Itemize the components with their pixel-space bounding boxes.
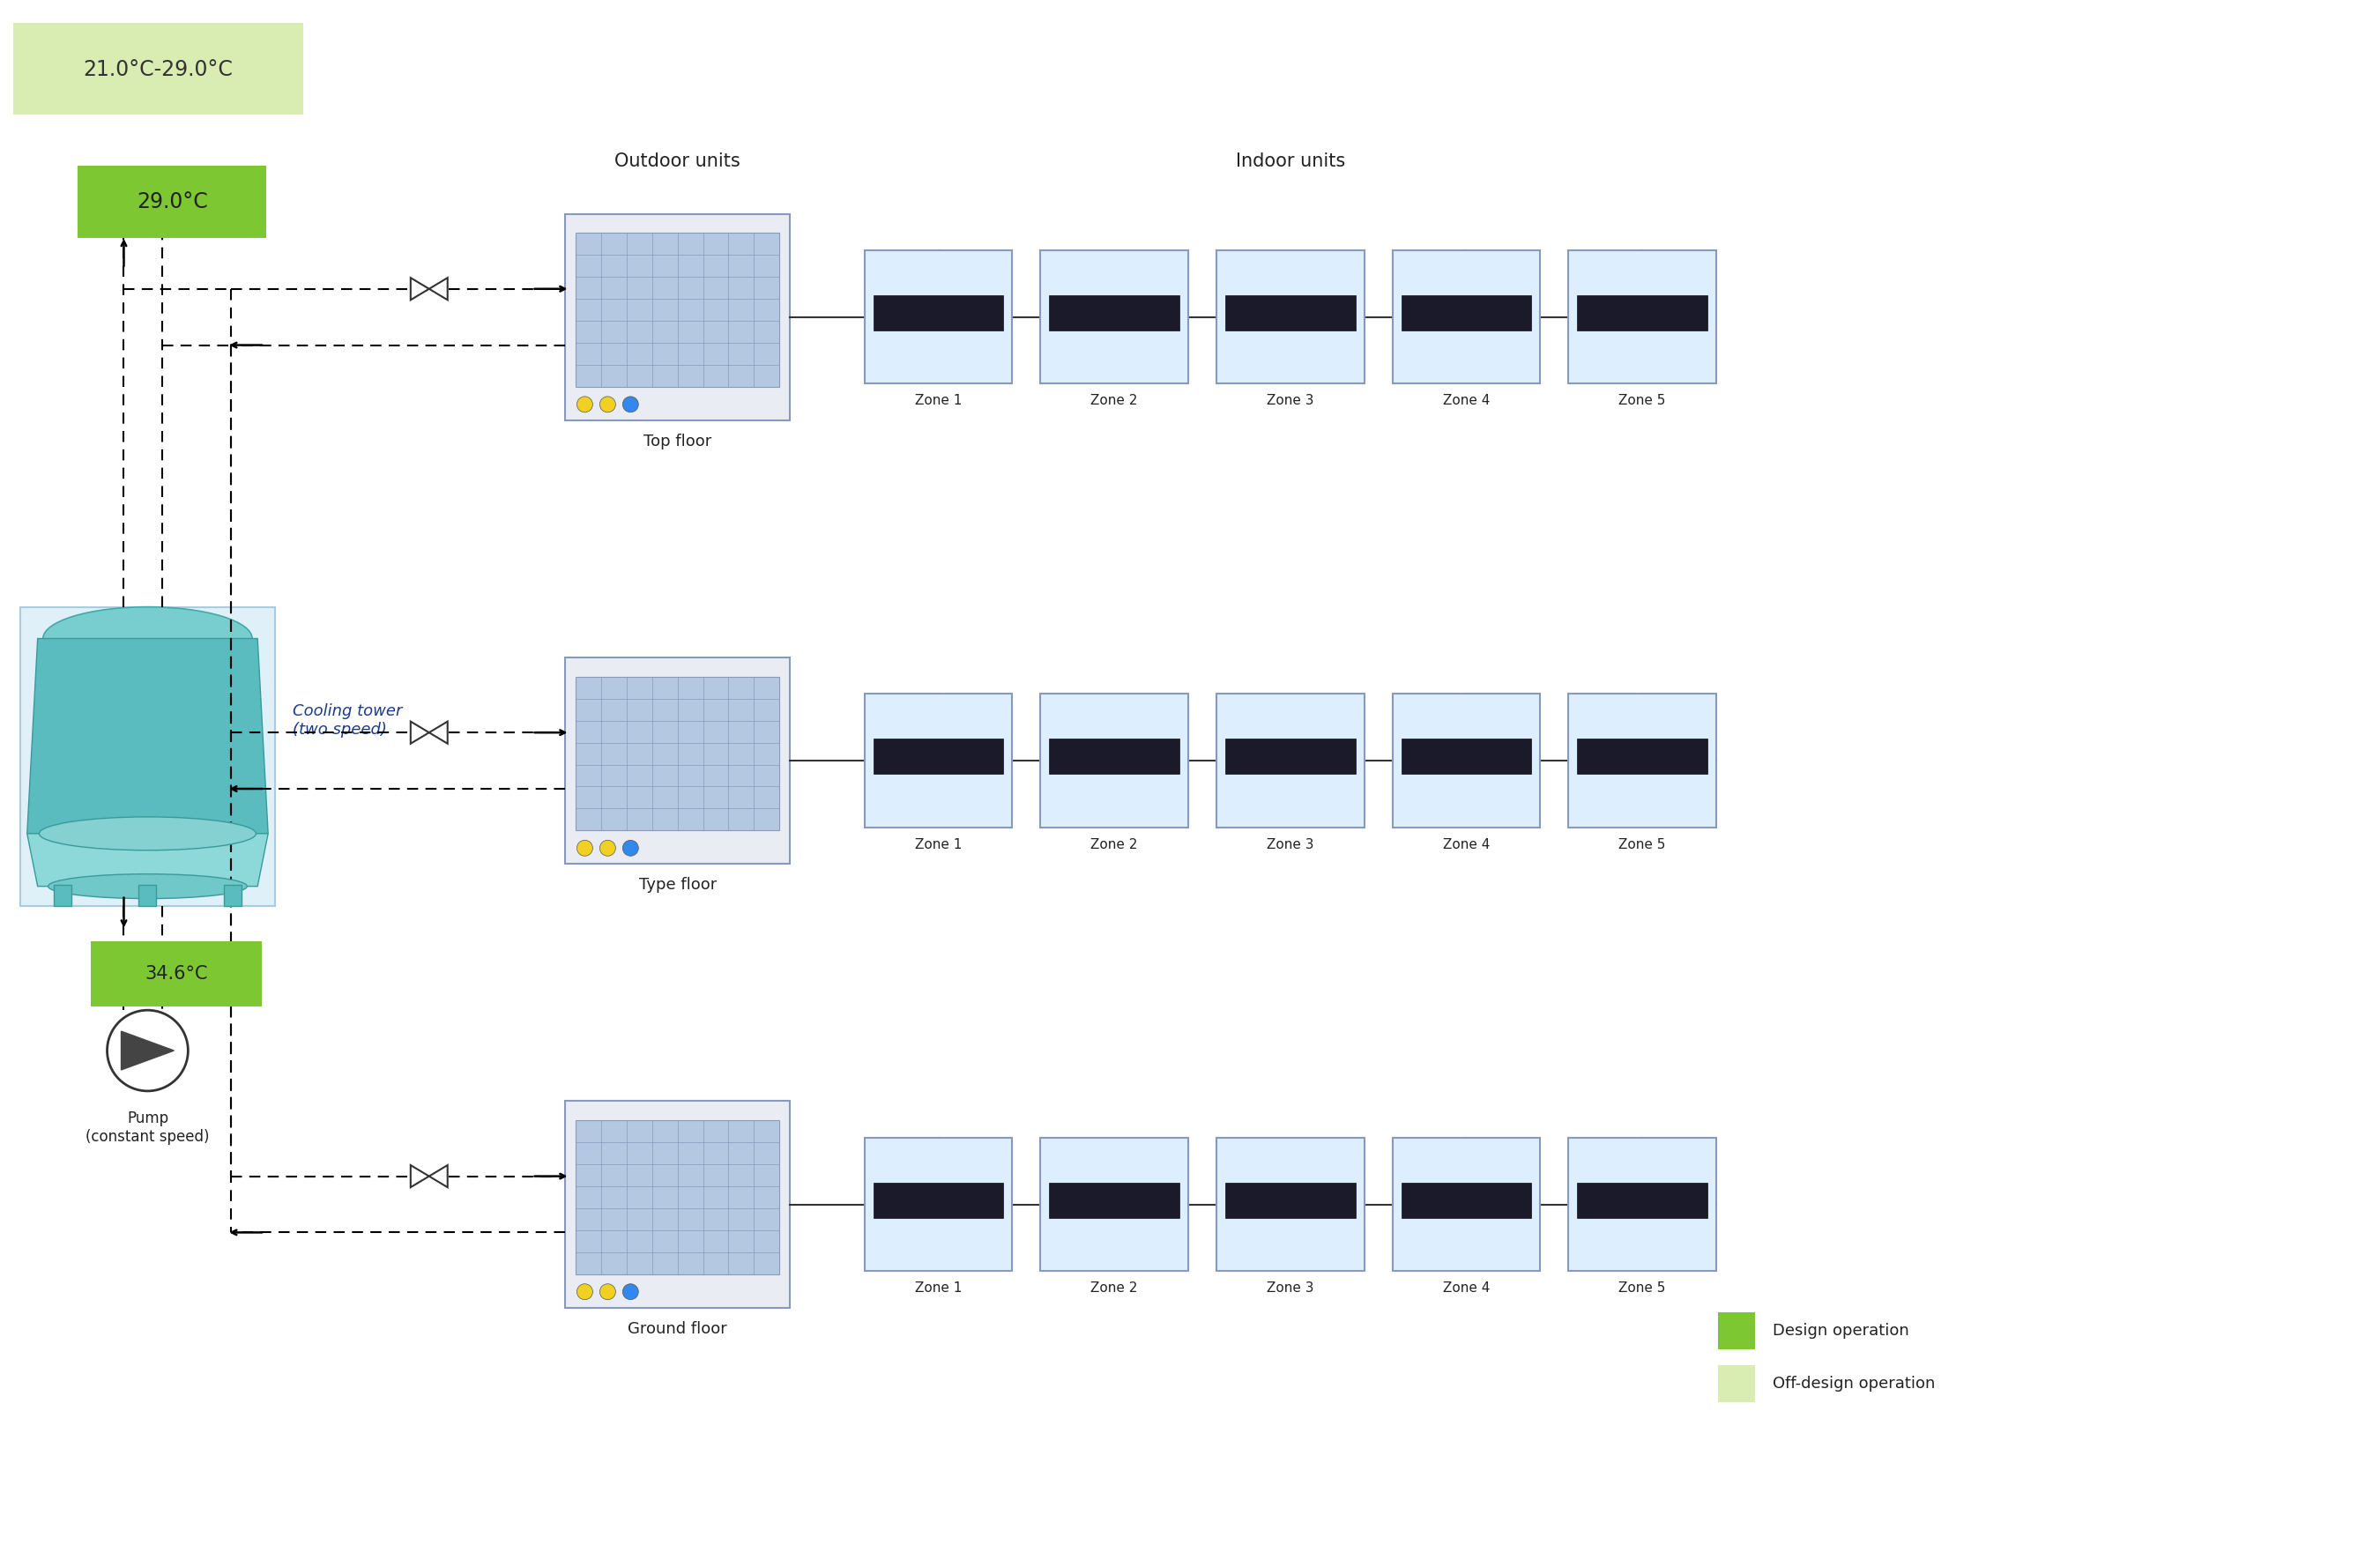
Circle shape — [600, 840, 616, 856]
Polygon shape — [412, 721, 428, 744]
Text: Zone 3: Zone 3 — [1266, 1282, 1314, 1294]
Bar — [90, 942, 262, 1006]
Bar — [1040, 694, 1188, 827]
Bar — [873, 1183, 1004, 1218]
Text: 29.0°C: 29.0°C — [136, 191, 207, 213]
Bar — [1718, 1365, 1754, 1402]
Bar — [1226, 740, 1354, 774]
Circle shape — [624, 396, 638, 412]
Circle shape — [624, 840, 638, 856]
Text: 21.0°C-29.0°C: 21.0°C-29.0°C — [83, 58, 233, 80]
Text: Type floor: Type floor — [638, 878, 716, 893]
Polygon shape — [412, 1166, 428, 1188]
Circle shape — [600, 396, 616, 412]
Bar — [1392, 694, 1540, 827]
Text: Design operation: Design operation — [1773, 1323, 1909, 1338]
Bar — [1568, 1138, 1716, 1271]
Polygon shape — [412, 277, 428, 299]
Text: Cooling tower
(two speed): Cooling tower (two speed) — [293, 704, 402, 738]
Bar — [1040, 251, 1188, 384]
Bar — [1050, 295, 1180, 331]
Ellipse shape — [38, 816, 257, 851]
Bar — [873, 740, 1004, 774]
Bar — [1718, 1313, 1754, 1349]
Bar — [1392, 251, 1540, 384]
Text: Zone 2: Zone 2 — [1090, 395, 1138, 407]
Bar — [1216, 1138, 1364, 1271]
Text: Zone 2: Zone 2 — [1090, 838, 1138, 851]
Bar — [1402, 295, 1530, 331]
Circle shape — [576, 840, 593, 856]
Text: Zone 1: Zone 1 — [914, 395, 962, 407]
Text: Ground floor: Ground floor — [628, 1321, 728, 1337]
Bar — [1226, 1183, 1354, 1218]
Bar — [1578, 740, 1706, 774]
Bar — [576, 677, 778, 831]
Text: Zone 5: Zone 5 — [1618, 1282, 1666, 1294]
Bar — [1050, 1183, 1180, 1218]
Bar — [12, 22, 302, 114]
Circle shape — [600, 1283, 616, 1299]
Bar — [1392, 1138, 1540, 1271]
Ellipse shape — [43, 606, 252, 671]
Text: Outdoor units: Outdoor units — [614, 152, 740, 169]
Bar — [1568, 251, 1716, 384]
Bar — [566, 658, 790, 863]
Bar — [138, 884, 157, 906]
Text: Pump
(constant speed): Pump (constant speed) — [86, 1111, 209, 1144]
Bar — [576, 233, 778, 387]
Polygon shape — [428, 721, 447, 744]
Text: Zone 4: Zone 4 — [1442, 395, 1490, 407]
Bar — [1568, 694, 1716, 827]
Bar — [864, 251, 1012, 384]
Circle shape — [107, 1011, 188, 1091]
Bar — [1226, 295, 1354, 331]
Text: Zone 1: Zone 1 — [914, 838, 962, 851]
Bar — [76, 166, 267, 238]
Text: Zone 5: Zone 5 — [1618, 395, 1666, 407]
Polygon shape — [428, 277, 447, 299]
Circle shape — [576, 396, 593, 412]
Bar — [1050, 740, 1180, 774]
Bar — [19, 606, 276, 906]
Bar — [566, 213, 790, 420]
Bar — [1578, 295, 1706, 331]
Bar — [576, 1120, 778, 1274]
Bar — [566, 1102, 790, 1307]
Text: Zone 2: Zone 2 — [1090, 1282, 1138, 1294]
Bar — [1578, 1183, 1706, 1218]
Text: Zone 4: Zone 4 — [1442, 838, 1490, 851]
Bar — [873, 295, 1004, 331]
Bar — [52, 884, 71, 906]
Bar — [864, 1138, 1012, 1271]
Text: Zone 3: Zone 3 — [1266, 395, 1314, 407]
Ellipse shape — [48, 874, 248, 898]
Bar — [1402, 1183, 1530, 1218]
Text: Zone 1: Zone 1 — [914, 1282, 962, 1294]
Text: Indoor units: Indoor units — [1235, 152, 1345, 169]
Bar — [224, 884, 243, 906]
Circle shape — [624, 1283, 638, 1299]
Text: 34.6°C: 34.6°C — [145, 965, 207, 983]
Bar — [1040, 1138, 1188, 1271]
Text: Zone 3: Zone 3 — [1266, 838, 1314, 851]
Polygon shape — [428, 1166, 447, 1188]
Bar — [1402, 740, 1530, 774]
Text: Zone 4: Zone 4 — [1442, 1282, 1490, 1294]
Circle shape — [576, 1283, 593, 1299]
Text: Off-design operation: Off-design operation — [1773, 1376, 1935, 1391]
Bar — [1216, 694, 1364, 827]
Polygon shape — [26, 834, 269, 887]
Bar — [1216, 251, 1364, 384]
Polygon shape — [126, 945, 169, 1003]
Bar — [864, 694, 1012, 827]
Polygon shape — [121, 1031, 174, 1070]
Text: Top floor: Top floor — [643, 434, 712, 450]
Text: Zone 5: Zone 5 — [1618, 838, 1666, 851]
Polygon shape — [26, 638, 269, 834]
